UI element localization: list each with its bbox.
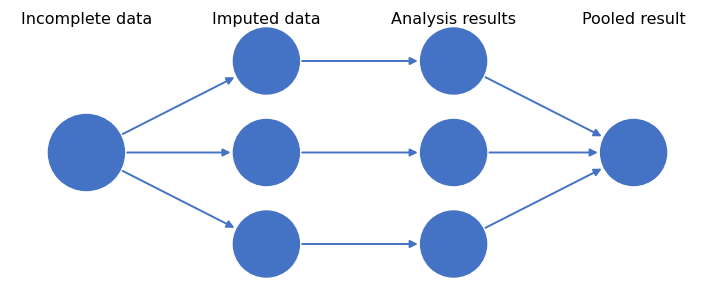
Ellipse shape xyxy=(233,120,300,185)
Ellipse shape xyxy=(48,114,125,191)
Ellipse shape xyxy=(420,211,487,277)
Text: Pooled result: Pooled result xyxy=(582,12,685,27)
Ellipse shape xyxy=(233,211,300,277)
Ellipse shape xyxy=(420,28,487,94)
Text: Incomplete data: Incomplete data xyxy=(21,12,152,27)
Ellipse shape xyxy=(233,28,300,94)
Ellipse shape xyxy=(600,120,667,185)
Text: Analysis results: Analysis results xyxy=(391,12,516,27)
Ellipse shape xyxy=(420,120,487,185)
Text: Imputed data: Imputed data xyxy=(212,12,320,27)
